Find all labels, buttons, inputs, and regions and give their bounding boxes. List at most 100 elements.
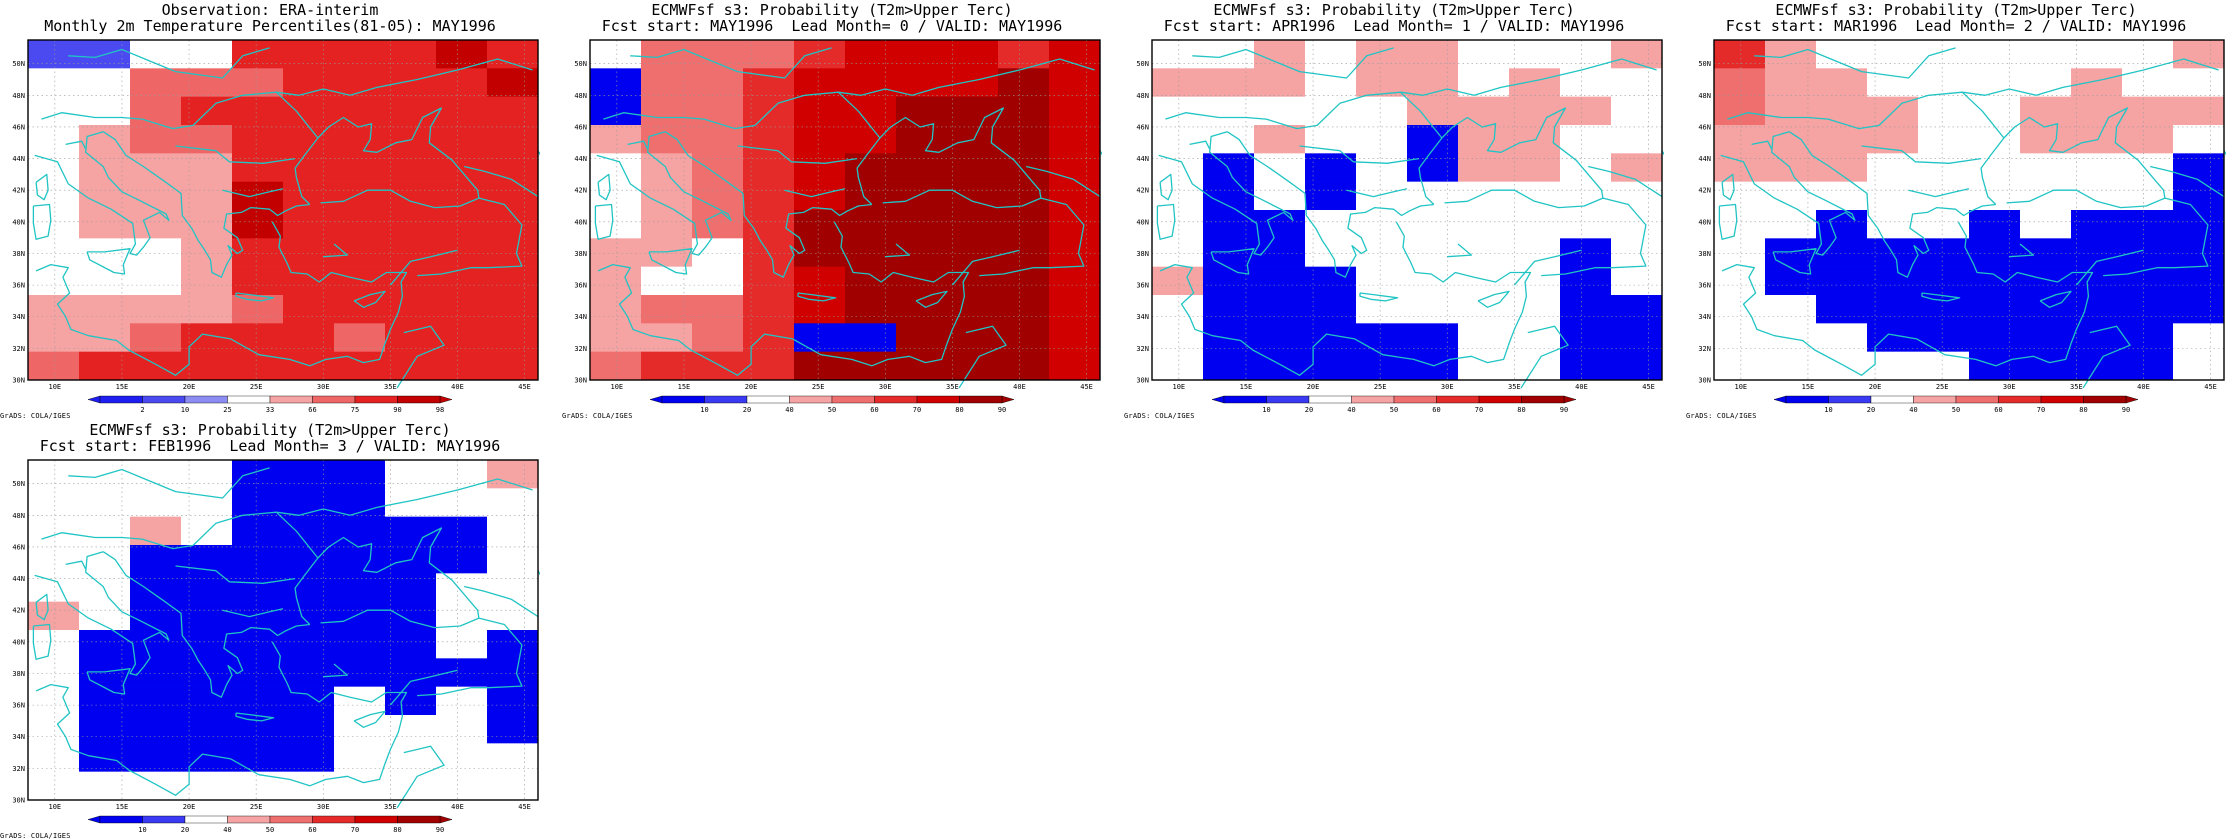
coastline [1861, 145, 1982, 164]
grid-cell [1816, 181, 1868, 211]
grid-cell [641, 153, 693, 182]
grid-cell [794, 351, 846, 381]
coastline [1788, 131, 1996, 278]
grid-cell [1918, 266, 1970, 296]
grid-cell [1714, 323, 1766, 352]
grid-cell [1407, 238, 1459, 267]
colorbar-label: 10 [1262, 406, 1270, 414]
grid-cell [2173, 68, 2225, 97]
grid-cell [896, 210, 948, 239]
grid-cell [283, 210, 335, 239]
colorbar-label: 70 [2037, 406, 2045, 414]
grid-cell [130, 488, 182, 517]
grid-cell [334, 771, 386, 801]
grid-cell [1867, 68, 1919, 97]
colorbar-swatch [99, 815, 143, 824]
grid-cell [28, 238, 80, 267]
grid-cell [181, 40, 233, 69]
grid-cell [896, 125, 948, 154]
grid-cell [232, 266, 284, 296]
colorbar-swatch [269, 815, 313, 824]
colorbar-label: 75 [351, 406, 359, 414]
grid-cell [436, 323, 488, 352]
grid-cell [2173, 181, 2225, 211]
grid-cell [232, 516, 284, 546]
grid-cell [641, 295, 693, 324]
grid-cell [1458, 125, 1510, 154]
colorbar-legend: 10 20 40 50 60 70 80 90 [1211, 395, 1577, 414]
grid-cell [334, 125, 386, 154]
grid-cell [1356, 181, 1408, 211]
grid-cell [385, 96, 437, 126]
grid-cell [1714, 96, 1766, 126]
map-frame [1151, 39, 1663, 381]
grid-cell [2122, 210, 2174, 239]
colorbar-swatch [397, 395, 441, 404]
grid-cell [130, 238, 182, 267]
grid-cell [1203, 295, 1255, 324]
grid-cell [1356, 210, 1408, 239]
grid-cell [28, 743, 80, 772]
grid-cell [998, 351, 1050, 381]
coastline [1165, 58, 1657, 130]
grid-cell [1918, 323, 1970, 352]
grid-cell [743, 125, 795, 154]
grid-cell [436, 351, 488, 381]
grid-cell [1969, 295, 2021, 324]
grid-cell [28, 771, 80, 801]
coastline [915, 290, 948, 308]
grid-cell [1714, 295, 1766, 324]
grid-cell [79, 516, 131, 546]
colorbar-swatch [227, 395, 271, 404]
colorbar-swatch [1870, 395, 1914, 404]
grid-cell [2122, 266, 2174, 296]
grid-cell [1305, 125, 1357, 154]
coastline [86, 248, 131, 275]
grid-cell [130, 96, 182, 126]
grid-cell [590, 295, 642, 324]
grid-cell [283, 658, 335, 687]
colorbar-label: 50 [1390, 406, 1398, 414]
coastline [1359, 292, 1399, 302]
lat-tick-label: 50N [12, 480, 25, 488]
coastline [1399, 91, 1443, 139]
grid-cell [794, 238, 846, 267]
grid-cell [1458, 96, 1510, 126]
colorbar-label: 40 [223, 826, 231, 834]
grid-cell [130, 573, 182, 602]
grid-cell [1765, 210, 1817, 239]
lon-tick-label: 35E [1508, 383, 1521, 391]
grid-cell [998, 96, 1050, 126]
grid-cell [28, 153, 80, 182]
colorbar-swatch [312, 395, 356, 404]
colorbar-swatch [1521, 395, 1565, 404]
lat-tick-label: 32N [574, 345, 587, 353]
grid-cell [743, 181, 795, 211]
grid-cell [1765, 351, 1817, 381]
grid-cell [1152, 153, 1204, 182]
grid-cell [1714, 68, 1766, 97]
lon-tick-label: 10E [49, 383, 62, 391]
coastline [353, 290, 386, 308]
grid-cell [1356, 351, 1408, 381]
grid-cell [487, 686, 539, 716]
grid-cell [283, 686, 335, 716]
colorbar-label: 90 [393, 406, 401, 414]
grid-cell [794, 210, 846, 239]
coastline [32, 203, 52, 240]
grid-cell [130, 460, 182, 489]
colorbar-swatch [1223, 395, 1267, 404]
grid-cell [487, 771, 539, 801]
grid-cell [334, 153, 386, 182]
lat-tick-label: 48N [12, 512, 25, 520]
grid-cell [130, 545, 182, 574]
grid-cell [181, 545, 233, 574]
grid-cell [232, 181, 284, 211]
grid-cell [28, 68, 80, 97]
grid-cell [2020, 96, 2072, 126]
lat-tick-label: 42N [1698, 187, 1711, 195]
colorbar-swatch [2040, 395, 2084, 404]
map-observation: 10E 15E 20E 25E 30E 35E 40E 45E 30N 32N 34N 36N 38N 4… [12, 39, 540, 414]
lon-tick-label: 40E [451, 383, 464, 391]
grid-cell [1203, 96, 1255, 126]
